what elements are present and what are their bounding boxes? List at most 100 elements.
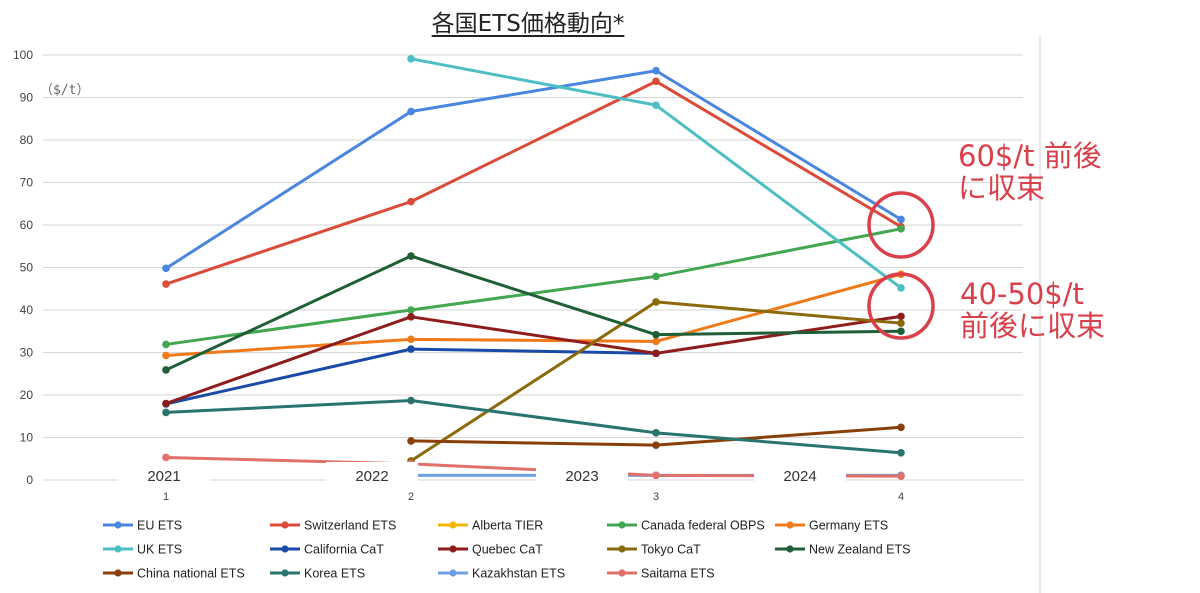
data-point <box>897 449 905 457</box>
data-point <box>652 77 660 86</box>
legend-swatch-dot <box>618 545 626 553</box>
y-tick-label: 70 <box>20 176 34 190</box>
legend-label: New Zealand ETS <box>809 543 910 557</box>
legend-label: California CaT <box>304 543 384 557</box>
series-line <box>164 79 903 286</box>
data-point <box>652 441 660 449</box>
legend-label: Tokyo CaT <box>641 543 701 557</box>
series-line <box>164 254 903 372</box>
data-point <box>652 272 660 281</box>
legend-swatch-dot <box>114 521 122 529</box>
series-line <box>164 272 903 357</box>
legend-label: EU ETS <box>137 519 182 533</box>
data-point <box>407 345 415 353</box>
data-point <box>897 319 905 327</box>
annotation-40-line2: 前後に収束 <box>960 309 1106 344</box>
legend-swatch-dot <box>618 521 626 529</box>
y-tick-label: 60 <box>20 218 34 232</box>
legend-swatch-dot <box>114 545 122 553</box>
data-point <box>407 313 415 321</box>
legend-label: Switzerland ETS <box>304 519 396 533</box>
series-line <box>164 69 903 270</box>
x-tick-label: 4 <box>898 491 904 503</box>
data-point <box>162 408 170 417</box>
legend-label: Quebec CaT <box>472 543 543 557</box>
data-point <box>652 429 660 437</box>
data-point <box>162 280 170 288</box>
legend-label: UK ETS <box>137 543 182 557</box>
legend-swatch-dot <box>114 569 122 577</box>
legend-swatch-dot <box>281 521 289 529</box>
year-label-bg <box>326 462 418 486</box>
year-label-bg <box>754 462 846 486</box>
y-tick-label: 30 <box>20 346 34 360</box>
data-point <box>407 107 415 116</box>
data-point <box>162 399 170 408</box>
data-point <box>652 330 660 339</box>
legend-label: Canada federal OBPS <box>641 519 765 533</box>
legend-swatch-dot <box>449 569 457 577</box>
data-point <box>162 366 170 374</box>
legend-label: Kazakhstan ETS <box>472 567 565 581</box>
data-point <box>897 423 905 432</box>
y-tick-label: 0 <box>26 473 33 487</box>
y-tick-label: 40 <box>20 303 34 317</box>
year-label: 2024 <box>783 468 816 485</box>
data-point <box>897 215 905 224</box>
data-point <box>407 335 415 344</box>
legend-swatch-dot <box>449 545 457 553</box>
data-point <box>897 472 905 480</box>
legend-label: Korea ETS <box>304 567 365 581</box>
y-tick-label: 50 <box>20 261 34 275</box>
legend-label: Germany ETS <box>809 519 888 533</box>
series-line <box>164 314 903 405</box>
chart-title: 各国ETS価格動向* <box>431 11 625 37</box>
legend-swatch-dot <box>786 545 794 553</box>
y-unit-label: （$/t） <box>40 83 89 98</box>
data-point <box>897 327 905 336</box>
y-tick-label: 90 <box>20 91 34 105</box>
legend-label: Alberta TIER <box>472 519 543 533</box>
year-label-bg <box>118 462 210 486</box>
data-point <box>407 197 415 206</box>
data-point <box>897 312 905 321</box>
data-point <box>407 306 415 314</box>
legend-label: Saitama ETS <box>641 567 715 581</box>
data-point <box>897 225 905 233</box>
legend-swatch-dot <box>281 545 289 553</box>
x-tick-label: 3 <box>653 491 659 503</box>
data-point <box>407 252 415 260</box>
year-label: 2021 <box>147 468 180 485</box>
series-line <box>164 399 903 455</box>
y-tick-label: 80 <box>20 133 34 147</box>
legend-swatch-dot <box>786 521 794 529</box>
highlight-circle-60 <box>867 191 935 259</box>
year-label: 2022 <box>355 468 388 485</box>
legend-swatch-dot <box>449 521 457 529</box>
data-point <box>652 66 660 75</box>
data-point <box>162 340 170 349</box>
annotation-60-line1: 60$/t 前後 <box>958 139 1102 173</box>
highlight-circle-40-50 <box>867 272 935 340</box>
legend-swatch-dot <box>281 569 289 577</box>
data-point <box>407 55 415 63</box>
data-point <box>407 396 415 405</box>
annotation-60-converge: 60$/t 前後 に収束 <box>958 140 1102 205</box>
data-point <box>652 337 660 346</box>
y-tick-label: 100 <box>13 48 33 62</box>
year-label-bg <box>536 462 628 486</box>
data-point <box>162 351 170 360</box>
legend-swatch-dot <box>618 569 626 577</box>
data-point <box>652 471 660 480</box>
annotation-60-line2: に収束 <box>958 171 1046 206</box>
y-tick-label: 10 <box>20 431 34 445</box>
x-tick-label: 1 <box>163 491 169 503</box>
data-point <box>162 453 170 462</box>
data-point <box>407 437 415 445</box>
x-tick-label: 2 <box>408 491 414 503</box>
annotation-40-50-converge: 40-50$/t 前後に収束 <box>960 278 1105 343</box>
year-label: 2023 <box>565 468 598 485</box>
annotation-40-line1: 40-50$/t <box>960 277 1084 311</box>
series-line <box>164 227 903 346</box>
